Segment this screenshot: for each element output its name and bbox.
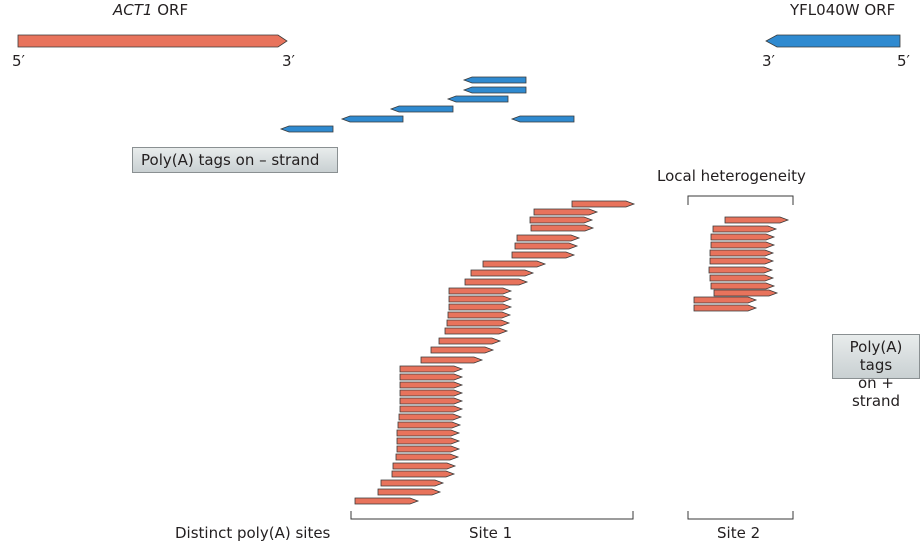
plus-strand-tag-site1: [377, 488, 442, 496]
plus-strand-tag-site2: [709, 257, 775, 265]
plus-strand-tag-site1: [470, 269, 535, 277]
minus-strand-label-box: Poly(A) tags on – strand: [132, 147, 338, 173]
act1-three-prime: 3′: [282, 52, 295, 70]
minus-strand-tag: [462, 76, 527, 84]
yfl040w-orf-label: YFL040W ORF: [790, 1, 896, 19]
plus-strand-tag-site2: [709, 249, 775, 257]
plus-strand-tag-site2: [693, 296, 758, 304]
plus-strand-tag-site1: [448, 295, 513, 303]
minus-strand-tag: [340, 115, 404, 123]
minus-strand-tag: [279, 125, 334, 133]
plus-strand-tag-site1: [529, 216, 594, 224]
plus-strand-tag-site1: [448, 287, 513, 295]
yfl040w-five-prime: 5′: [897, 52, 910, 70]
plus-strand-tag-site1: [397, 421, 462, 429]
plus-strand-tag-site2: [710, 282, 776, 290]
site1-bracket: [350, 511, 634, 520]
minus-strand-tag: [462, 86, 527, 94]
act1-orf-arrow: [17, 34, 288, 48]
plus-strand-tag-site1: [396, 445, 461, 453]
yfl040w-three-prime: 3′: [762, 52, 775, 70]
plus-strand-tag-site1: [464, 278, 529, 286]
minus-strand-tags: [279, 76, 575, 133]
plus-strand-tag-site1: [391, 470, 456, 478]
plus-strand-tag-site1: [430, 346, 495, 354]
plus-strand-tag-site1: [399, 381, 464, 389]
plus-strand-tag-site1: [444, 327, 509, 335]
plus-strand-tag-site1: [399, 365, 464, 373]
plus-strand-tag-site1: [399, 389, 464, 397]
plus-strand-tag-site2: [693, 304, 758, 312]
minus-strand-tag: [446, 95, 509, 103]
plus-strand-tag-site1: [447, 311, 512, 319]
plus-strand-label-line2: on + strand: [851, 374, 901, 410]
minus-strand-label: Poly(A) tags on – strand: [141, 151, 320, 169]
plus-strand-tag-site1: [399, 405, 464, 413]
plus-strand-tag-site1: [398, 413, 463, 421]
site1-label: Site 1: [469, 524, 513, 542]
plus-strand-tag-site2: [724, 216, 790, 224]
minus-strand-tag: [389, 105, 454, 113]
plus-strand-tag-site1: [399, 397, 464, 405]
local-heterogeneity-bracket: [687, 195, 794, 205]
plus-strand-label-box: Poly(A) tags on + strand: [832, 334, 920, 410]
plus-strand-tag-site2: [708, 266, 774, 274]
plus-strand-tags: [354, 200, 790, 505]
site2-label: Site 2: [717, 524, 761, 542]
plus-strand-tag-site1: [380, 479, 445, 487]
plus-strand-tag-site2: [709, 274, 775, 282]
plus-strand-tag-site1: [395, 453, 460, 461]
plus-strand-tag-site1: [438, 337, 502, 345]
act1-orf-suffix: ORF: [152, 1, 189, 19]
plus-strand-tag-site1: [511, 251, 576, 259]
minus-strand-tag: [510, 115, 575, 123]
act1-five-prime: 5′: [12, 52, 25, 70]
plus-strand-tag-site2: [710, 233, 776, 241]
act1-orf-label: ACT1 ORF: [113, 2, 188, 19]
local-heterogeneity-label: Local heterogeneity: [657, 167, 806, 185]
plus-strand-tag-site2: [710, 241, 776, 249]
plus-strand-tag-site2: [712, 225, 778, 233]
plus-strand-tag-site2: [713, 289, 779, 297]
plus-strand-tag-site1: [448, 303, 513, 311]
distinct-sites-label: Distinct poly(A) sites: [175, 524, 331, 542]
plus-strand-tag-site1: [446, 319, 511, 327]
plus-strand-tag-site1: [571, 200, 636, 208]
act1-gene-name: ACT1: [113, 1, 153, 19]
plus-strand-tag-site1: [482, 260, 547, 268]
plus-strand-tag-site1: [514, 242, 579, 250]
plus-strand-tag-site1: [396, 437, 461, 445]
plus-strand-tag-site1: [396, 429, 461, 437]
plus-strand-tag-site1: [399, 373, 464, 381]
plus-strand-tag-site1: [420, 356, 484, 364]
yfl040w-orf-arrow: [765, 34, 901, 48]
plus-strand-label-line1: Poly(A) tags: [849, 338, 903, 374]
site2-bracket: [687, 511, 794, 520]
plus-strand-tag-site1: [530, 224, 595, 232]
plus-strand-tag-site1: [392, 462, 457, 470]
plus-strand-tag-site1: [516, 234, 581, 242]
plus-strand-tag-site1: [533, 208, 599, 216]
plus-strand-tag-site1: [354, 497, 420, 505]
